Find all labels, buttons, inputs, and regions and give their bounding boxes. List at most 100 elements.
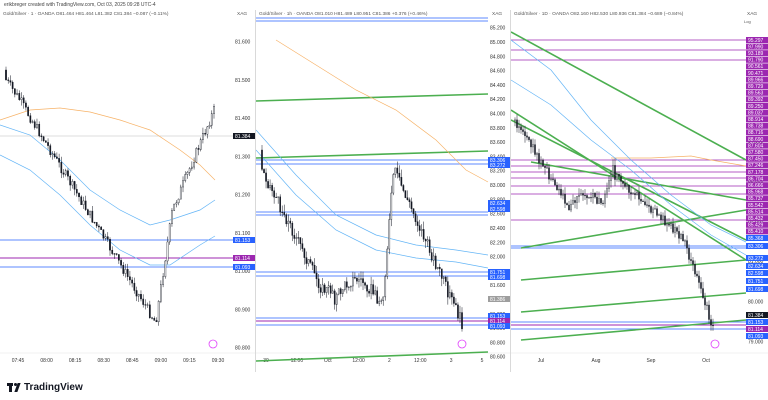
candle-body [430, 252, 433, 261]
candle-body [137, 294, 140, 297]
candle-body [542, 159, 544, 167]
candle-body [576, 196, 578, 203]
candle-body [696, 273, 698, 277]
price-tick-label: 82.600 [490, 212, 506, 218]
candle-body [129, 276, 131, 281]
price-tag [746, 83, 768, 90]
pane-divider[interactable] [510, 10, 511, 372]
candle-body [58, 158, 60, 163]
brand-name: TradingView [24, 382, 83, 393]
time-tick-label: 09:00 [155, 358, 168, 364]
candle-body [360, 278, 362, 280]
candle-body [404, 190, 407, 198]
candle-body [396, 167, 399, 174]
price-tag-label: 81.093 [235, 265, 251, 271]
candle-body [307, 259, 310, 264]
price-tag [746, 312, 768, 318]
time-tick-label: Jul [538, 358, 544, 364]
candle-body [706, 304, 708, 306]
price-tag [746, 208, 768, 215]
candle-body [206, 126, 209, 135]
candle-body [80, 196, 83, 205]
candle-body [62, 172, 65, 175]
candle-body [636, 192, 638, 195]
price-tag [746, 37, 768, 43]
candle-body [323, 284, 326, 293]
moving-average-line [611, 155, 747, 167]
candle-body [534, 144, 536, 155]
footer: TradingView [0, 376, 768, 400]
price-tag-label: 81.114 [235, 256, 250, 262]
price-axis [233, 10, 255, 372]
candle-body [289, 220, 292, 224]
candle-body [564, 193, 566, 204]
price-tag-label: 87.580 [748, 150, 764, 156]
candle-body [590, 197, 592, 199]
moving-average-line [256, 149, 489, 269]
price-tag [746, 195, 768, 202]
candle-body [38, 124, 41, 137]
time-tick-label: 12:00 [414, 358, 427, 364]
candle-body [614, 165, 616, 180]
price-tag [488, 274, 510, 280]
pane-divider[interactable] [255, 10, 256, 372]
time-tick-label: 3 [450, 358, 453, 364]
price-tag [746, 188, 768, 195]
price-tag [746, 215, 768, 222]
candle-body [71, 181, 74, 186]
candle-body [135, 290, 138, 297]
price-tag-label: 91.790 [748, 58, 764, 64]
candle-body [518, 126, 520, 128]
candle-body [309, 259, 312, 263]
candle-body [22, 97, 25, 104]
price-tag-label: 89.729 [748, 84, 764, 90]
chart-pane-1d[interactable]: 86.00085.00084.00083.00082.00081.00080.0… [511, 10, 768, 372]
candle-body [53, 153, 56, 158]
price-tag-label: 88.690 [748, 137, 764, 143]
candle-body [596, 196, 598, 204]
candle-body [386, 248, 389, 277]
candle-body [118, 254, 120, 261]
candle-body [588, 197, 590, 199]
chart-canvas-1d[interactable]: 86.00085.00084.00083.00082.00081.00080.0… [511, 10, 768, 372]
time-tick-label: 2 [388, 358, 391, 364]
candle-body [514, 119, 516, 121]
candle-body [325, 286, 328, 293]
price-tag [746, 50, 768, 57]
candle-body [104, 236, 107, 239]
log-scale-label: Log [744, 19, 751, 24]
candle-body [204, 132, 206, 135]
candle-body [333, 290, 336, 305]
chart-canvas-1m[interactable]: 81.600 81.500 81.400 81.300 81.200 81.100 81.0… [0, 10, 255, 372]
tradingview-icon [7, 383, 21, 392]
price-tag-label: 85.410 [748, 229, 764, 235]
candle-body [566, 203, 568, 206]
price-tag-label: 82.634 [490, 201, 506, 207]
candle-body [668, 223, 670, 226]
candle-body [331, 290, 334, 294]
candle-body [650, 206, 652, 213]
candle-body [384, 276, 387, 298]
candle-body [269, 185, 271, 189]
time-tick-label: 08:00 [40, 358, 53, 364]
candle-body [193, 162, 195, 168]
candle-body [634, 193, 636, 195]
tradingview-logo[interactable]: TradingView [7, 382, 83, 393]
chart-canvas-1h[interactable]: 85.200 85.000 84.800 84.600 84.400 84.200 84.0… [256, 10, 510, 372]
price-tag-label: 81.114 [748, 327, 763, 333]
candle-body [380, 300, 382, 302]
pane-title: Gold/Silver · 1 · OANDA O81.464 H81.464 … [3, 12, 169, 17]
candle-body [329, 285, 332, 294]
candle-body [303, 248, 306, 258]
candle-body [109, 239, 111, 251]
candle-body [184, 174, 187, 181]
chart-pane-1h[interactable]: 85.200 85.000 84.800 84.600 84.400 84.200 84.0… [256, 10, 510, 372]
candle-body [162, 276, 164, 285]
candle-body [195, 148, 198, 163]
candle-body [662, 215, 664, 220]
chart-pane-1m[interactable]: 81.600 81.500 81.400 81.300 81.200 81.100 81.0… [0, 10, 255, 372]
candle-body [321, 284, 324, 293]
candle-body [558, 188, 560, 191]
price-tag [233, 237, 255, 243]
price-tick-label: 80.600 [490, 355, 506, 361]
